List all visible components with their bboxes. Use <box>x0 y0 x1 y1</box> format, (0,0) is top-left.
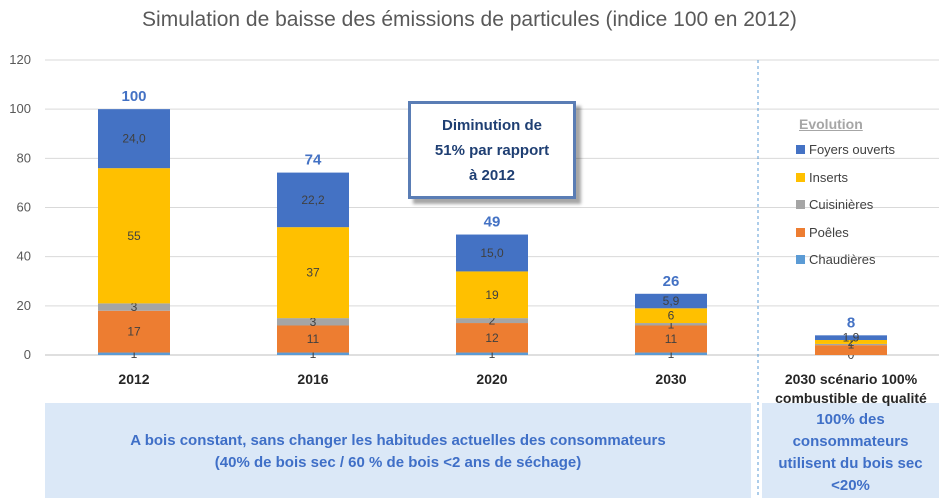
data-label: 3 <box>131 300 138 314</box>
legend-title: Evolution <box>799 116 863 132</box>
legend-label: Cuisinières <box>809 197 874 213</box>
bar-segment-foyers-ouverts <box>456 234 528 272</box>
bar-segment-inserts <box>815 340 887 344</box>
bar-segment-inserts <box>277 227 349 319</box>
footer-band-left <box>45 403 751 498</box>
total-label: 100 <box>121 88 146 105</box>
callout-box: Diminution de 51% par rapport à 2012 <box>408 101 576 199</box>
bar-segment-foyers-ouverts <box>98 109 170 169</box>
y-tick-label: 100 <box>9 101 31 116</box>
bar-segment-foyers-ouverts <box>815 335 887 341</box>
legend-swatch <box>796 255 805 265</box>
bar-segment-chaudi-res <box>98 352 170 355</box>
x-tick-label: 2030 scénario 100% <box>785 371 918 387</box>
bar-segment-chaudi-res <box>635 352 707 355</box>
legend-swatch <box>796 172 805 182</box>
legend-swatch <box>796 145 805 155</box>
legend-swatch <box>796 227 805 237</box>
data-label: 1 <box>848 338 855 352</box>
y-tick-label: 60 <box>17 200 31 215</box>
bar-segment-po-les <box>815 345 887 355</box>
chart-title: Simulation de baisse des émissions de pa… <box>142 8 797 31</box>
y-tick-label: 80 <box>17 150 31 165</box>
footer-band-right <box>762 403 939 498</box>
footer-right-text: 100% des consommateurs utilisent du bois… <box>778 411 923 494</box>
x-tick-label: 2020 <box>476 371 507 387</box>
data-label: 11 <box>307 332 320 346</box>
x-tick-label: 2016 <box>297 371 328 387</box>
bar-segment-foyers-ouverts <box>277 172 349 228</box>
data-label: 22,2 <box>301 193 325 207</box>
data-label: 1 <box>668 317 675 331</box>
y-tick-label: 0 <box>24 347 31 362</box>
bar-segment-po-les <box>277 325 349 353</box>
legend-label: Poêles <box>809 224 849 240</box>
y-tick-label: 120 <box>9 52 31 67</box>
total-label: 74 <box>305 152 322 169</box>
legend-item: Cuisinières <box>796 191 936 219</box>
data-label: 2 <box>489 314 496 328</box>
data-label: 1 <box>668 347 675 361</box>
bar-segment-po-les <box>456 323 528 353</box>
data-label: 1 <box>131 347 138 361</box>
bar-segment-chaudi-res <box>277 352 349 355</box>
legend-label: Chaudières <box>809 252 876 268</box>
data-label: 19 <box>485 288 499 302</box>
data-label: 6 <box>668 309 675 323</box>
total-label: 49 <box>484 214 501 231</box>
y-tick-label: 20 <box>17 298 31 313</box>
data-label: 24,0 <box>122 132 146 146</box>
footer-left-text: A bois constant, sans changer les habitu… <box>130 432 666 471</box>
bar-segment-po-les <box>635 325 707 353</box>
bar-segment-cuisini-res <box>815 343 887 346</box>
x-tick-label: combustible de qualité <box>775 390 927 406</box>
x-tick-label: 2012 <box>118 371 149 387</box>
x-tick-label: 2030 <box>655 371 686 387</box>
legend-label: Foyers ouverts <box>809 142 895 158</box>
bar-segment-foyers-ouverts <box>635 293 707 309</box>
legend-item: Foyers ouverts <box>796 136 936 164</box>
data-label: 37 <box>306 266 320 280</box>
legend: Evolution Foyers ouverts Inserts Cuisinièr… <box>796 116 936 274</box>
data-label: 12 <box>485 331 499 345</box>
total-label: 8 <box>847 314 855 331</box>
bar-segment-po-les <box>98 310 170 353</box>
bar-segment-cuisini-res <box>277 318 349 326</box>
data-label: 5,9 <box>663 294 680 308</box>
callout-text: Diminution de 51% par rapport à 2012 <box>434 116 550 184</box>
data-label: 1,9 <box>843 331 860 345</box>
data-label: 11 <box>665 332 678 346</box>
legend-item: Chaudières <box>796 246 936 274</box>
legend-item: Poêles <box>796 219 936 247</box>
legend-item: Inserts <box>796 164 936 192</box>
data-label: 1 <box>310 347 317 361</box>
y-tick-label: 40 <box>17 249 31 264</box>
bar-segment-inserts <box>98 168 170 304</box>
bar-segment-inserts <box>635 308 707 324</box>
bar-segment-cuisini-res <box>98 303 170 311</box>
legend-label: Inserts <box>809 169 849 185</box>
data-label: 3 <box>310 315 317 329</box>
total-label: 26 <box>663 273 680 290</box>
bar-segment-cuisini-res <box>456 318 528 324</box>
data-label: 2 <box>848 335 855 349</box>
bar-segment-chaudi-res <box>456 352 528 355</box>
data-label: 17 <box>127 325 141 339</box>
data-label: 1 <box>489 347 496 361</box>
legend-swatch <box>796 200 805 210</box>
data-label: 55 <box>127 229 141 243</box>
bar-segment-cuisini-res <box>635 323 707 326</box>
bar-segment-inserts <box>456 271 528 319</box>
data-label: 15,0 <box>480 246 504 260</box>
